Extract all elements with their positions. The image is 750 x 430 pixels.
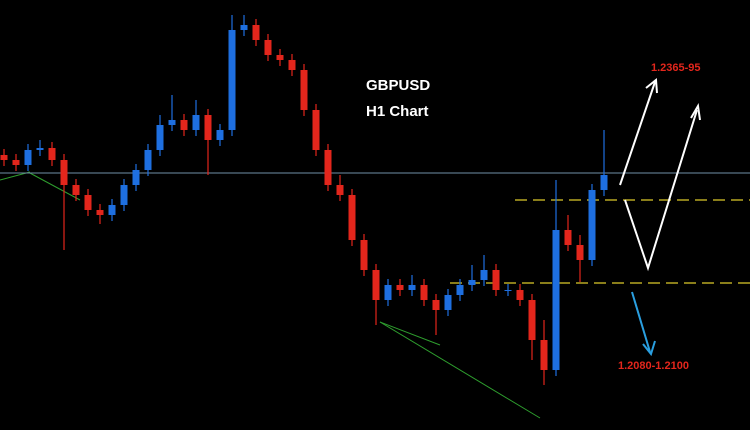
candle-body xyxy=(348,195,356,240)
chart-subtitle: H1 Chart xyxy=(366,103,429,120)
candle-body xyxy=(180,120,188,130)
candle-body xyxy=(300,70,308,110)
candle-body xyxy=(588,190,596,260)
candle-body xyxy=(444,295,452,310)
candle-body xyxy=(72,185,80,195)
candle-body xyxy=(384,285,392,300)
candle-body xyxy=(480,270,488,280)
candle-body xyxy=(372,270,380,300)
target-label: 1.2080-1.2100 xyxy=(618,360,689,372)
candles xyxy=(0,15,608,385)
candle-body xyxy=(24,150,32,165)
candle-body xyxy=(576,245,584,260)
candle-body xyxy=(396,285,404,290)
candle-body xyxy=(516,290,524,300)
arrow xyxy=(631,291,651,353)
candle-body xyxy=(168,120,176,125)
arrow-head xyxy=(642,340,656,357)
candle-body xyxy=(228,30,236,130)
candle-body xyxy=(540,340,548,370)
candle-body xyxy=(600,175,608,190)
candle-body xyxy=(336,185,344,195)
candle-body xyxy=(252,25,260,40)
candle-body xyxy=(48,148,56,160)
trendline xyxy=(27,171,81,201)
candle-body xyxy=(564,230,572,245)
candle-body xyxy=(264,40,272,55)
candle-body xyxy=(84,195,92,210)
candle-body xyxy=(420,285,428,300)
candle-body xyxy=(492,270,500,290)
trendline xyxy=(379,321,441,346)
candle-body xyxy=(144,150,152,170)
candle-body xyxy=(456,285,464,295)
candle-body xyxy=(96,210,104,215)
candle-body xyxy=(432,300,440,310)
candle-body xyxy=(12,160,20,165)
candle-body xyxy=(192,115,200,130)
candle-body xyxy=(276,55,284,60)
candle-body xyxy=(528,300,536,340)
candle-body xyxy=(120,185,128,205)
chart-title: GBPUSD xyxy=(366,77,430,94)
candle-body xyxy=(288,60,296,70)
target-label: 1.2365-95 xyxy=(651,62,701,74)
candle-body xyxy=(408,285,416,290)
candle-body xyxy=(36,148,44,150)
candle-body xyxy=(324,150,332,185)
arrow xyxy=(619,81,656,186)
candle-body xyxy=(156,125,164,150)
candle-body xyxy=(504,290,512,291)
candle-body xyxy=(360,240,368,270)
candle-body xyxy=(240,25,248,30)
candle-body xyxy=(312,110,320,150)
arrow-head xyxy=(645,78,658,94)
candle-body xyxy=(552,230,560,370)
candle-body xyxy=(0,155,8,160)
candle-body xyxy=(204,115,212,140)
trendline xyxy=(379,321,541,419)
arrows xyxy=(619,78,701,357)
candle-body xyxy=(60,160,68,185)
candle-body xyxy=(132,170,140,185)
candle-body xyxy=(108,205,116,215)
trendlines xyxy=(0,171,541,419)
arrow-head xyxy=(690,103,701,121)
candle-body xyxy=(468,280,476,285)
candle-body xyxy=(216,130,224,140)
arrow xyxy=(624,109,698,272)
